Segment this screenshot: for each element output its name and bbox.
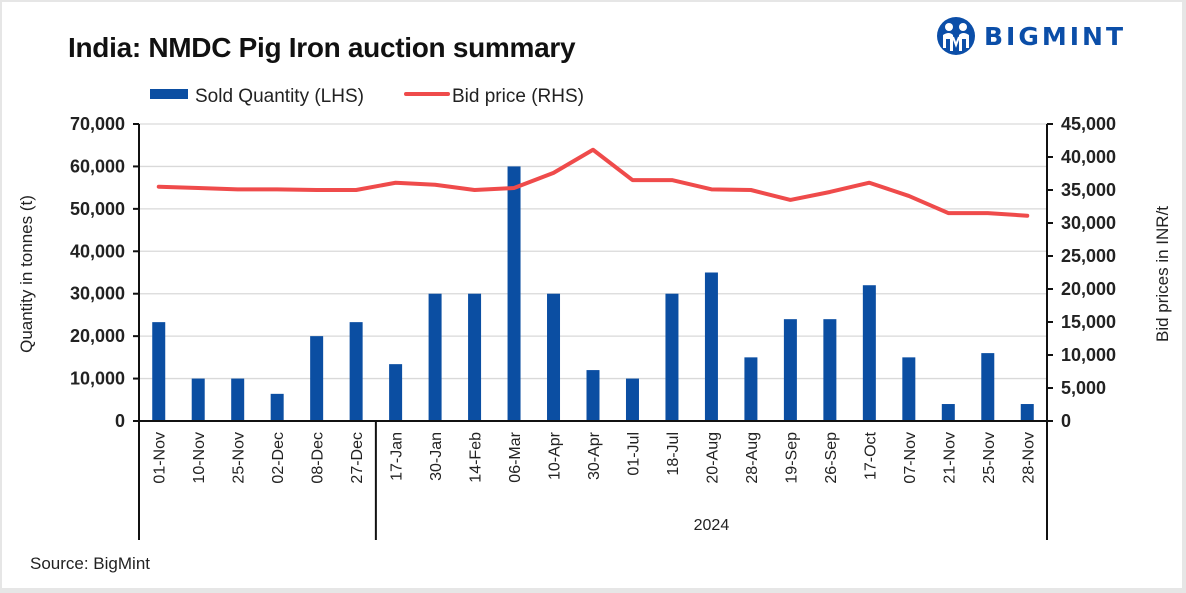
gridlines: [139, 123, 1047, 380]
left-axis-ticks: 0 10,000 20,000 30,000 40,000 50,000 60,000 70,…: [70, 114, 139, 431]
x-tick-label: 01-Jul: [625, 432, 642, 476]
y-axis-label: Quantity in tonnes (t): [17, 195, 36, 353]
bar-10-Apr: [547, 293, 561, 421]
x-tick-label: 10-Apr: [547, 431, 564, 480]
brand-name: BIGMINT: [984, 21, 1127, 51]
bar-21-Nov: [941, 404, 955, 421]
x-tick-label: 08-Dec: [310, 432, 327, 484]
y-tick-label: 50,000: [70, 199, 125, 219]
bar-17-Oct: [862, 285, 876, 421]
x-tick-label: 07-Nov: [902, 432, 919, 484]
legend-label-line: Bid price (RHS): [452, 86, 584, 107]
x-tick-label: 21-Nov: [941, 432, 958, 484]
y2-tick-label: 30,000: [1061, 213, 1116, 233]
bigmint-people-icon: [937, 17, 975, 55]
y2-tick-label: 5,000: [1061, 378, 1106, 398]
y2-tick-label: 40,000: [1061, 147, 1116, 167]
line-series: [156, 147, 1030, 218]
bar-02-Dec: [270, 393, 284, 421]
bar-18-Jul: [665, 293, 679, 421]
y-tick-label: 60,000: [70, 156, 125, 176]
x-tick-label: 14-Feb: [468, 432, 485, 483]
x-tick-label: 28-Nov: [1020, 432, 1037, 484]
bar-14-Feb: [468, 293, 482, 421]
y2-tick-label: 25,000: [1061, 246, 1116, 266]
bar-01-Jul: [625, 378, 639, 421]
bar-06-Mar: [507, 166, 521, 421]
y2-tick-label: 20,000: [1061, 279, 1116, 299]
bar-08-Dec: [310, 336, 324, 421]
chart-title: India: NMDC Pig Iron auction summary: [68, 32, 576, 63]
bar-25-Nov: [981, 353, 995, 421]
x-axis-ticks: 01-Nov 10-Nov 25-Nov 02-Dec 08-Dec 27-Dec 17-J…: [152, 431, 1038, 534]
x-tick-label: 25-Nov: [981, 432, 998, 484]
y2-axis-label: Bid prices in INR/t: [1153, 206, 1172, 342]
y-tick-label: 70,000: [70, 114, 125, 134]
bar-30-Apr: [586, 370, 600, 421]
y2-tick-label: 35,000: [1061, 180, 1116, 200]
y-tick-label: 30,000: [70, 284, 125, 304]
x-group-label: 2024: [694, 517, 730, 534]
bar-17-Jan: [389, 364, 403, 421]
bar-28-Aug: [744, 357, 758, 421]
bar-07-Nov: [902, 357, 916, 421]
x-tick-label: 30-Apr: [586, 431, 603, 480]
x-tick-label: 17-Oct: [862, 431, 879, 480]
right-axis-ticks: 0 5,000 10,000 15,000 20,000 25,000 30,000 35,0…: [1047, 114, 1116, 431]
y-tick-label: 10,000: [70, 369, 125, 389]
y2-tick-label: 0: [1061, 411, 1071, 431]
y2-tick-label: 10,000: [1061, 345, 1116, 365]
x-tick-label: 10-Nov: [191, 432, 208, 484]
legend: Sold Quantity (LHS) Bid price (RHS): [150, 86, 584, 107]
x-tick-label: 17-Jan: [389, 432, 406, 481]
bid-price-line: [156, 147, 1030, 218]
y-tick-label: 0: [115, 411, 125, 431]
x-tick-label: 18-Jul: [665, 432, 682, 476]
bar-30-Jan: [428, 293, 442, 421]
bar-19-Sep: [783, 319, 797, 421]
y2-tick-label: 15,000: [1061, 312, 1116, 332]
legend-label-bar: Sold Quantity (LHS): [195, 86, 364, 107]
bar-27-Dec: [349, 322, 363, 421]
x-tick-label: 30-Jan: [428, 432, 445, 481]
bar-25-Nov: [231, 378, 245, 421]
bar-10-Nov: [191, 378, 205, 421]
bar-01-Nov: [152, 322, 166, 421]
y2-tick-label: 45,000: [1061, 114, 1116, 134]
bar-series: [152, 166, 1034, 421]
x-tick-label: 02-Dec: [270, 432, 287, 484]
x-tick-label: 19-Sep: [783, 432, 800, 484]
x-tick-label: 01-Nov: [152, 432, 169, 484]
source-note: Source: BigMint: [30, 554, 150, 573]
legend-swatch-bar: [150, 89, 188, 99]
x-tick-label: 20-Aug: [704, 432, 721, 484]
brand-logo: BIGMINT: [936, 14, 1126, 58]
axes: [138, 124, 1048, 540]
x-tick-label: 26-Sep: [823, 432, 840, 484]
x-tick-label: 27-Dec: [349, 432, 366, 484]
bar-26-Sep: [823, 319, 837, 421]
y-tick-label: 40,000: [70, 241, 125, 261]
bar-28-Nov: [1020, 404, 1034, 421]
x-tick-label: 28-Aug: [744, 432, 761, 484]
y-tick-label: 20,000: [70, 326, 125, 346]
x-tick-label: 25-Nov: [231, 432, 248, 484]
x-tick-label: 06-Mar: [507, 431, 524, 482]
bar-20-Aug: [704, 272, 718, 421]
